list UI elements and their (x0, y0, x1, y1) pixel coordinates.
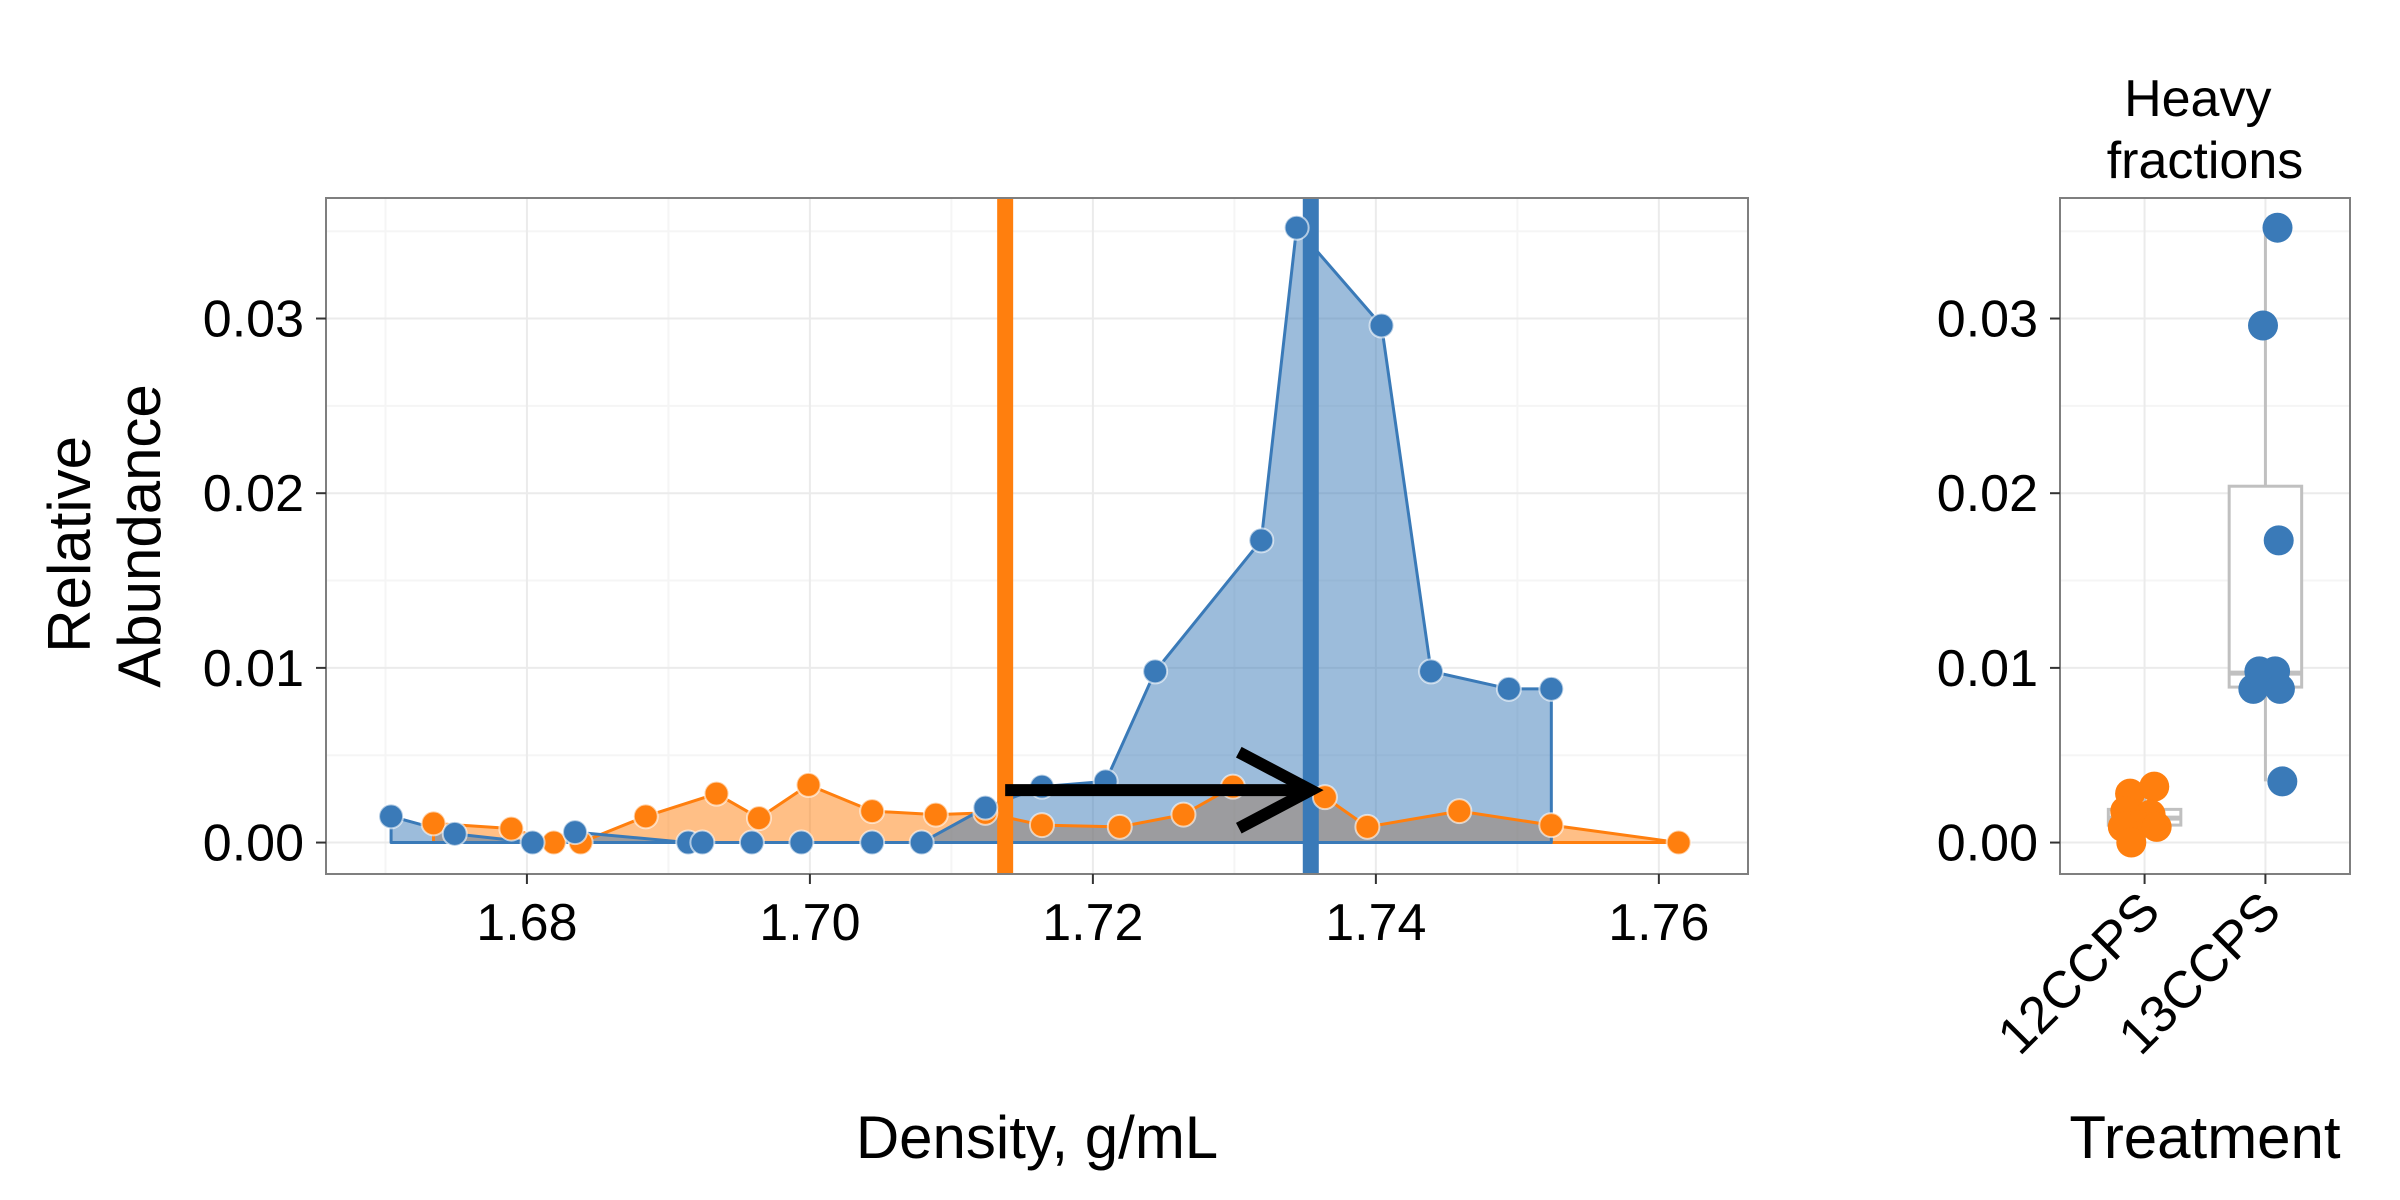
orange-point (498, 815, 525, 842)
heavy-y-axis: 0.00 0.01 0.02 0.03 (1937, 291, 2060, 873)
blue-point (1248, 527, 1275, 554)
13CCPS-box (2227, 484, 2304, 689)
13CCPS-point (2238, 673, 2269, 704)
12CCPS-point (2116, 827, 2147, 858)
orange-point (703, 780, 730, 807)
orange-point (1028, 812, 1055, 839)
blue-point (1495, 675, 1522, 702)
heavy-panel-border (2059, 197, 2351, 875)
y-tick-label: 0.02 (1937, 465, 2038, 523)
orange-point (1446, 798, 1473, 825)
blue-point (1368, 312, 1395, 339)
heavy-panel-background (2060, 198, 2350, 874)
shift-arrow (1005, 746, 1324, 834)
orange-point (1170, 801, 1197, 828)
orange-point (420, 810, 447, 837)
blue-point (788, 829, 815, 856)
blue-point (1283, 214, 1310, 241)
y-tick-label: 0.03 (1937, 291, 2038, 349)
x-tick-label: 1.70 (759, 894, 860, 952)
density-panel: 1.68 1.70 1.72 1.74 1.76 0.00 0.01 0.02 0.03 De… (36, 197, 1749, 1171)
orange-point (859, 798, 886, 825)
blue-point (378, 803, 405, 830)
density-vertical-lines (997, 198, 1319, 874)
blue-point (562, 819, 589, 846)
y-tick-label: 0.01 (203, 640, 304, 698)
y-axis-title-line-2: Abundance (106, 384, 173, 688)
blue-point (1538, 675, 1565, 702)
density-x-axis: 1.68 1.70 1.72 1.74 1.76 (476, 874, 1709, 952)
13CCPS-point (2267, 766, 2298, 797)
facet-title-line-2: fractions (2107, 132, 2304, 190)
x-tick-label: 1.68 (476, 894, 577, 952)
13CCPS-point (2262, 212, 2293, 243)
blue-point (1142, 658, 1169, 685)
12CCPS-point (2141, 811, 2172, 842)
12CCPS-point (2139, 771, 2170, 802)
treatment-axis-title: Treatment (2069, 1104, 2341, 1171)
blue-point (441, 820, 468, 847)
density-y-axis: 0.00 0.01 0.02 0.03 (203, 291, 326, 873)
heavy-points (2107, 212, 2298, 858)
x-tick-label: 1.72 (1042, 894, 1143, 952)
facet-title-line-1: Heavy (2124, 70, 2271, 128)
blue-point (859, 829, 886, 856)
x-tick-label: 1.74 (1325, 894, 1426, 952)
orange-point (1538, 812, 1565, 839)
orange-point (922, 801, 949, 828)
y-tick-label: 0.00 (203, 815, 304, 873)
y-tick-label: 0.00 (1937, 815, 2038, 873)
x-axis-title: Density, g/mL (856, 1104, 1218, 1171)
orange-point (745, 805, 772, 832)
y-axis-title-line-1: Relative (36, 436, 103, 653)
orange-point (1665, 829, 1692, 856)
orange-point (795, 771, 822, 798)
x-tick-label: 1.76 (1608, 894, 1709, 952)
y-tick-label: 0.01 (1937, 640, 2038, 698)
y-axis-title: Relative Abundance (36, 384, 173, 688)
13CCPS-point (2263, 525, 2294, 556)
blue-area (391, 227, 1552, 843)
arrow-head (1235, 746, 1324, 834)
facet-title: Heavy fractions (2107, 70, 2304, 190)
blue-point (519, 829, 546, 856)
orange-point (632, 803, 659, 830)
heavy-fractions-panel: Heavy fractions 0.00 0.01 0.02 0.03 12CCPS1… (1937, 70, 2351, 1171)
blue-point (1418, 658, 1445, 685)
blue-point (972, 794, 999, 821)
y-tick-label: 0.02 (203, 465, 304, 523)
orange-point (1106, 813, 1133, 840)
13CCPS-point (2248, 310, 2278, 341)
density-panel-border (325, 197, 1749, 875)
orange-point (1354, 813, 1381, 840)
13CCPS-point (2264, 673, 2295, 704)
y-tick-label: 0.03 (203, 291, 304, 349)
blue-point (908, 829, 935, 856)
blue-point (738, 829, 765, 856)
blue-point (689, 829, 716, 856)
